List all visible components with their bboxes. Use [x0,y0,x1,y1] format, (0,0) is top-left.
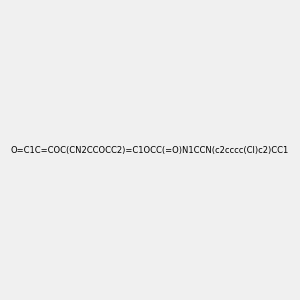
Text: O=C1C=COC(CN2CCOCC2)=C1OCC(=O)N1CCN(c2cccc(Cl)c2)CC1: O=C1C=COC(CN2CCOCC2)=C1OCC(=O)N1CCN(c2cc… [11,146,289,154]
